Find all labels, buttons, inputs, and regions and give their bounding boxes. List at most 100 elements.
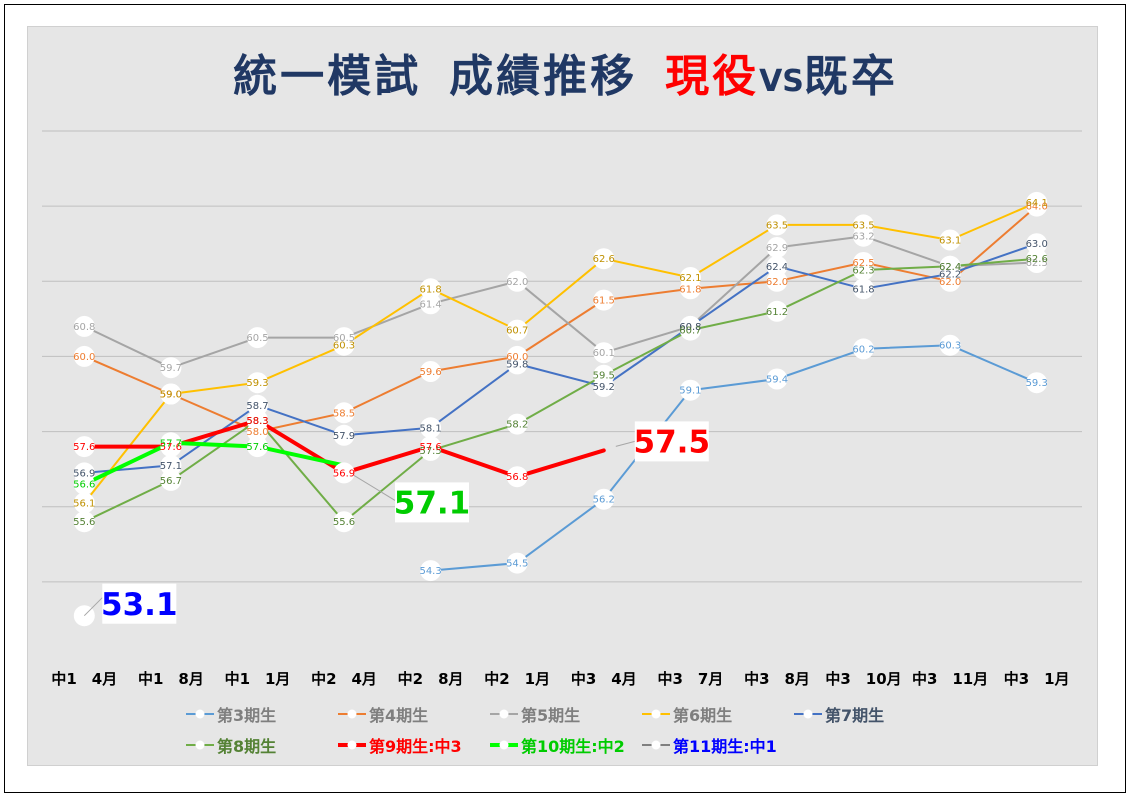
data-point-marker <box>420 293 442 315</box>
legend-marker <box>347 740 357 749</box>
data-label: 55.6 <box>333 517 355 528</box>
data-label: 60.7 <box>679 326 701 337</box>
x-tick-label: 中3 10月 <box>825 670 901 688</box>
data-label: 59.7 <box>160 363 182 374</box>
data-label: 58.3 <box>246 416 268 427</box>
series-line <box>83 201 1038 504</box>
data-label: 57.6 <box>419 442 441 453</box>
data-label: 57.1 <box>160 461 182 472</box>
data-point-marker <box>506 552 528 574</box>
data-point-marker <box>766 270 788 292</box>
data-point-marker <box>1026 191 1048 213</box>
data-label: 58.0 <box>246 427 268 438</box>
data-label: 60.0 <box>506 352 528 363</box>
data-label: 56.9 <box>333 468 355 479</box>
data-point-marker <box>506 466 528 488</box>
data-label: 60.8 <box>679 322 701 333</box>
data-label: 57.5 <box>419 446 441 457</box>
legend-line-marker-icon <box>186 740 214 749</box>
data-point-marker <box>420 278 442 300</box>
legend-marker <box>347 709 357 718</box>
data-point-marker <box>506 413 528 435</box>
title-part-trend: 成績推移 <box>449 51 638 102</box>
data-label: 61.8 <box>679 284 701 295</box>
data-label: 63.1 <box>939 236 961 247</box>
data-point-marker <box>160 432 182 454</box>
data-point-marker <box>939 229 961 251</box>
data-label: 59.0 <box>160 390 182 401</box>
data-label: 63.5 <box>766 220 788 231</box>
data-point-marker <box>853 338 874 360</box>
series-line <box>83 235 1038 369</box>
legend-line-marker-icon <box>642 709 670 718</box>
data-label: 60.8 <box>73 322 95 333</box>
legend-item: 第4期生 <box>338 701 490 726</box>
x-axis-labels: 中1 4月 中1 8月 中1 1月 中2 4月 中2 8月 中2 1月 中3 4月 中3 7月… <box>51 670 1069 688</box>
data-label: 62.2 <box>939 269 961 280</box>
data-label: 59.8 <box>506 359 528 370</box>
legend-line-marker-icon <box>338 740 366 749</box>
data-label: 62.9 <box>766 243 788 254</box>
data-label: 58.7 <box>246 401 268 412</box>
data-label: 57.9 <box>333 431 355 442</box>
callout-label: 53.1 <box>101 587 178 623</box>
data-label: 58.2 <box>506 420 528 431</box>
data-point-marker <box>333 334 355 356</box>
data-point-marker <box>1026 233 1048 255</box>
legend-label: 第11期生:中1 <box>673 736 777 756</box>
title-part-exam: 統一模試 <box>233 51 422 102</box>
data-label: 62.0 <box>506 277 528 288</box>
callout-leaders <box>83 440 635 617</box>
data-point-marker <box>853 214 874 236</box>
data-point-marker <box>73 473 95 495</box>
data-label: 56.2 <box>593 495 615 506</box>
data-label: 60.7 <box>506 326 528 337</box>
data-label: 59.3 <box>1026 378 1048 389</box>
data-point-marker <box>506 270 528 292</box>
data-point-marker <box>160 383 182 405</box>
legend-marker <box>803 709 813 718</box>
series-line <box>429 344 1038 572</box>
data-point-marker <box>853 278 874 300</box>
data-labels: 54.3 54.5 56.2 59.1 59.4 60.2 60.3 59.3 60.0 59.0… <box>73 198 1048 577</box>
data-label: 62.6 <box>593 254 615 265</box>
chart-title: 統一模試 成績推移 現役VS既卒 <box>0 50 1131 109</box>
x-tick-label: 中3 4月 <box>571 670 637 688</box>
data-label: 58.5 <box>333 408 355 419</box>
data-point-marker <box>1026 372 1048 394</box>
legend-marker <box>195 740 205 749</box>
legend-line-marker-icon <box>490 709 518 718</box>
title-part-vs: VS <box>759 64 804 99</box>
data-point-marker <box>160 357 182 379</box>
gridlines <box>42 130 1082 583</box>
data-point-marker <box>679 379 701 401</box>
data-label: 56.8 <box>506 472 528 483</box>
data-point-marker <box>766 255 788 277</box>
legend-line-marker-icon <box>490 740 518 749</box>
data-label: 59.6 <box>419 367 441 378</box>
legend-item: 第9期生:中3 <box>338 732 490 757</box>
data-label: 60.3 <box>333 341 355 352</box>
chart-area <box>27 26 1098 766</box>
legend-label: 第10期生:中2 <box>521 736 625 756</box>
data-label: 63.2 <box>852 232 874 243</box>
data-label: 60.3 <box>939 341 961 352</box>
data-label: 57.7 <box>160 438 182 449</box>
data-label: 56.9 <box>73 468 95 479</box>
legend-marker <box>651 740 661 749</box>
data-point-marker <box>939 255 961 277</box>
data-label: 55.6 <box>73 517 95 528</box>
data-point-marker <box>420 560 442 582</box>
data-label: 59.0 <box>160 390 182 401</box>
data-label: 62.4 <box>939 262 961 273</box>
legend-line-marker-icon <box>338 709 366 718</box>
data-point-marker <box>506 353 528 375</box>
data-point-marker <box>679 267 701 288</box>
data-point-marker <box>593 248 615 270</box>
data-point-marker <box>333 402 355 424</box>
callouts: 53.1 57.1 57.5 <box>101 421 710 624</box>
data-label: 54.3 <box>419 566 441 577</box>
legend-marker <box>651 709 661 718</box>
data-point-marker <box>766 300 788 322</box>
data-label: 59.5 <box>593 371 615 382</box>
